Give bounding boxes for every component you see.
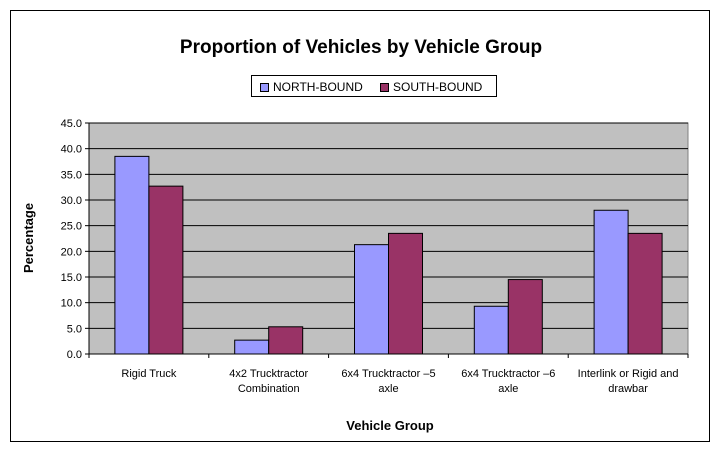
y-tick-label: 45.0 bbox=[61, 118, 82, 130]
bar-north bbox=[354, 244, 389, 355]
y-tick-label: 5.0 bbox=[67, 323, 82, 335]
legend-item-south: SOUTH-BOUND bbox=[380, 80, 482, 94]
legend: NORTH-BOUND SOUTH-BOUND bbox=[251, 75, 497, 97]
legend-label-north: NORTH-BOUND bbox=[273, 80, 363, 94]
bar-south bbox=[388, 232, 423, 355]
y-tick-label: 25.0 bbox=[61, 221, 82, 233]
category-label: drawbar bbox=[608, 383, 648, 395]
legend-swatch-north bbox=[260, 82, 269, 92]
category-label: Rigid Truck bbox=[121, 368, 177, 380]
bar-north bbox=[114, 155, 150, 355]
y-axis-title: Percentage bbox=[21, 203, 36, 273]
x-axis-title: Vehicle Group bbox=[346, 418, 433, 433]
y-tick-label: 35.0 bbox=[61, 169, 82, 181]
legend-label-south: SOUTH-BOUND bbox=[393, 80, 483, 94]
y-tick-label: 40.0 bbox=[61, 144, 82, 156]
bar-south bbox=[507, 279, 543, 355]
category-label: Interlink or Rigid and bbox=[578, 368, 679, 380]
bar-north bbox=[234, 339, 270, 355]
category-label: Combination bbox=[238, 383, 300, 395]
bar-north bbox=[593, 209, 629, 355]
bar-south bbox=[268, 326, 304, 355]
y-tick-label: 30.0 bbox=[61, 195, 82, 207]
y-tick-label: 15.0 bbox=[61, 272, 82, 284]
category-label: axle bbox=[378, 383, 398, 395]
y-tick-label: 20.0 bbox=[61, 246, 82, 258]
legend-swatch-south bbox=[380, 82, 389, 92]
legend-item-north: NORTH-BOUND bbox=[260, 80, 363, 94]
category-label: 6x4 Trucktractor –5 bbox=[341, 368, 435, 380]
bar-south bbox=[627, 232, 663, 355]
category-label: 4x2 Trucktractor bbox=[229, 368, 308, 380]
y-tick-label: 10.0 bbox=[61, 298, 82, 310]
category-label: 6x4 Trucktractor –6 bbox=[461, 368, 555, 380]
bar-south bbox=[148, 185, 184, 355]
chart-title: Proportion of Vehicles by Vehicle Group bbox=[179, 37, 543, 58]
bar-north bbox=[473, 305, 509, 355]
category-label: axle bbox=[498, 383, 518, 395]
y-tick-label: 0.0 bbox=[67, 349, 82, 361]
